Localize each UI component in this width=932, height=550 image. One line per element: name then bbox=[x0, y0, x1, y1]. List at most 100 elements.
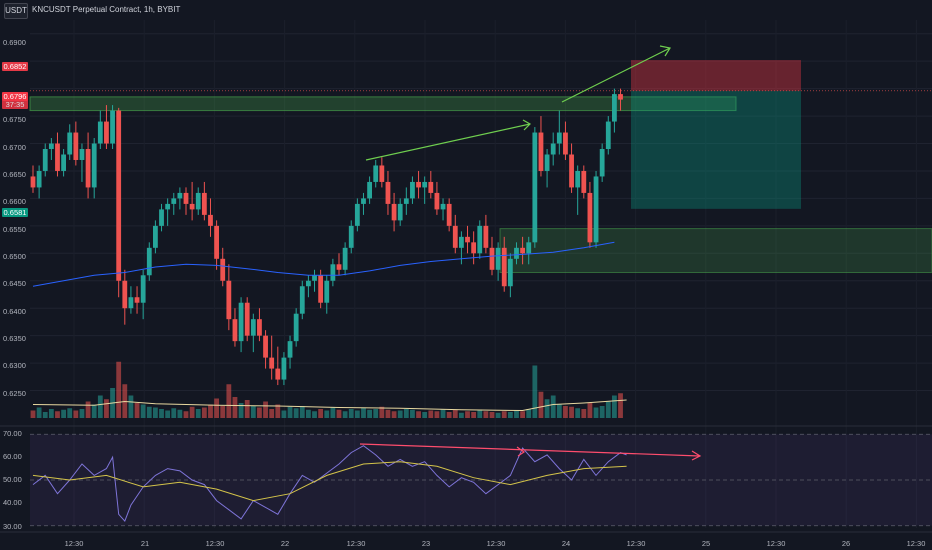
volume-bar bbox=[385, 409, 391, 418]
candle-body bbox=[477, 225, 483, 254]
trend-line bbox=[365, 123, 531, 161]
candle-body bbox=[226, 280, 232, 320]
candle-body bbox=[159, 209, 164, 226]
candle-body bbox=[428, 181, 434, 193]
rsi-line bbox=[32, 445, 627, 523]
volume-bar bbox=[306, 409, 311, 418]
volume-bar bbox=[354, 410, 360, 418]
volume-bar bbox=[263, 401, 268, 418]
volume-bar bbox=[226, 384, 232, 418]
candle-body bbox=[183, 192, 189, 204]
volume-bar bbox=[250, 406, 256, 418]
candle-body bbox=[122, 280, 128, 309]
candle-body bbox=[563, 132, 568, 155]
volume-bar bbox=[48, 409, 54, 418]
candle-body bbox=[342, 247, 348, 270]
rsi-divergence-line bbox=[359, 443, 701, 457]
candle-body bbox=[348, 225, 354, 248]
take-profit-zone bbox=[631, 90, 801, 209]
price-label: 0.6650 bbox=[3, 170, 26, 179]
volume-bar bbox=[220, 406, 226, 418]
volume-bar bbox=[208, 404, 213, 418]
rsi-label: 40.00 bbox=[3, 498, 22, 507]
candle-body bbox=[471, 242, 477, 254]
candle-body bbox=[293, 313, 299, 342]
volume-bar bbox=[140, 404, 146, 418]
volume-bar bbox=[342, 411, 348, 418]
volume-ma-line bbox=[32, 399, 627, 412]
volume-bar bbox=[532, 365, 538, 418]
rsi-label: 50.00 bbox=[3, 475, 22, 484]
volume-bar bbox=[128, 395, 134, 418]
candle-body bbox=[134, 297, 140, 303]
volume-bar bbox=[153, 407, 158, 418]
candle-body bbox=[514, 247, 519, 259]
rsi-divergence-arrowhead bbox=[691, 450, 702, 461]
volume-bar bbox=[299, 406, 305, 418]
volume-bar bbox=[501, 411, 507, 418]
candle-body bbox=[140, 275, 146, 303]
volume-bar bbox=[232, 397, 238, 418]
volume-bar bbox=[397, 410, 403, 418]
demand-zone bbox=[499, 228, 932, 274]
candle-body bbox=[538, 132, 544, 171]
candle-body bbox=[507, 258, 513, 287]
candle-body bbox=[312, 275, 317, 281]
volume-bar bbox=[403, 409, 409, 418]
candle-body bbox=[391, 203, 397, 221]
price-label: 0.6300 bbox=[3, 361, 26, 370]
volume-bar bbox=[618, 393, 623, 418]
candle-body bbox=[165, 203, 171, 210]
grid-lines bbox=[0, 20, 932, 533]
volume-bar bbox=[428, 410, 434, 418]
volume-bar bbox=[452, 409, 458, 418]
candle-body bbox=[73, 132, 79, 160]
volume-bar bbox=[165, 410, 171, 418]
stop-loss-zone bbox=[631, 60, 801, 91]
volume-bar bbox=[526, 409, 532, 418]
price-label: 0.6350 bbox=[3, 334, 26, 343]
candle-body bbox=[250, 319, 256, 336]
volume-bar bbox=[134, 403, 140, 418]
price-label: 0.6700 bbox=[3, 143, 26, 152]
volume-bar bbox=[159, 409, 164, 418]
volume-bar bbox=[336, 409, 342, 418]
volume-bar bbox=[97, 395, 103, 418]
volume-bar bbox=[416, 411, 421, 418]
volume-bar bbox=[324, 410, 330, 418]
price-label: 0.6400 bbox=[3, 307, 26, 316]
volume-bar bbox=[146, 406, 152, 418]
volume-bar bbox=[440, 409, 446, 418]
candle-body bbox=[330, 264, 336, 281]
candle-body bbox=[281, 357, 287, 380]
candle-body bbox=[324, 280, 330, 303]
volume-bar bbox=[275, 404, 281, 418]
volume-bar bbox=[30, 410, 36, 418]
candle-body bbox=[220, 258, 226, 281]
candle-body bbox=[232, 319, 238, 342]
candle-body bbox=[318, 275, 324, 303]
trend-arrowhead bbox=[522, 119, 531, 131]
volume-bar bbox=[257, 407, 262, 418]
time-label: 12:30 bbox=[346, 539, 366, 548]
volume-bar bbox=[575, 408, 581, 418]
candle-body bbox=[373, 165, 379, 182]
trend-arrowhead bbox=[659, 45, 671, 57]
rsi-pane bbox=[30, 433, 932, 527]
candle-body bbox=[306, 280, 311, 287]
candle-body bbox=[489, 247, 495, 270]
volume-bar bbox=[361, 407, 366, 418]
volume-bar bbox=[514, 410, 519, 418]
price-label: 0.6450 bbox=[3, 279, 26, 288]
volume-bar bbox=[36, 407, 42, 418]
volume-bar bbox=[612, 395, 617, 418]
candle-body bbox=[104, 121, 109, 144]
volume-bar bbox=[312, 411, 317, 418]
zone-layer bbox=[29, 60, 932, 274]
volume-bar bbox=[507, 412, 513, 418]
candle-body bbox=[605, 121, 611, 150]
volume-bar bbox=[104, 399, 109, 418]
volume-bar bbox=[495, 412, 501, 418]
currency-badge[interactable]: USDT bbox=[4, 3, 28, 19]
